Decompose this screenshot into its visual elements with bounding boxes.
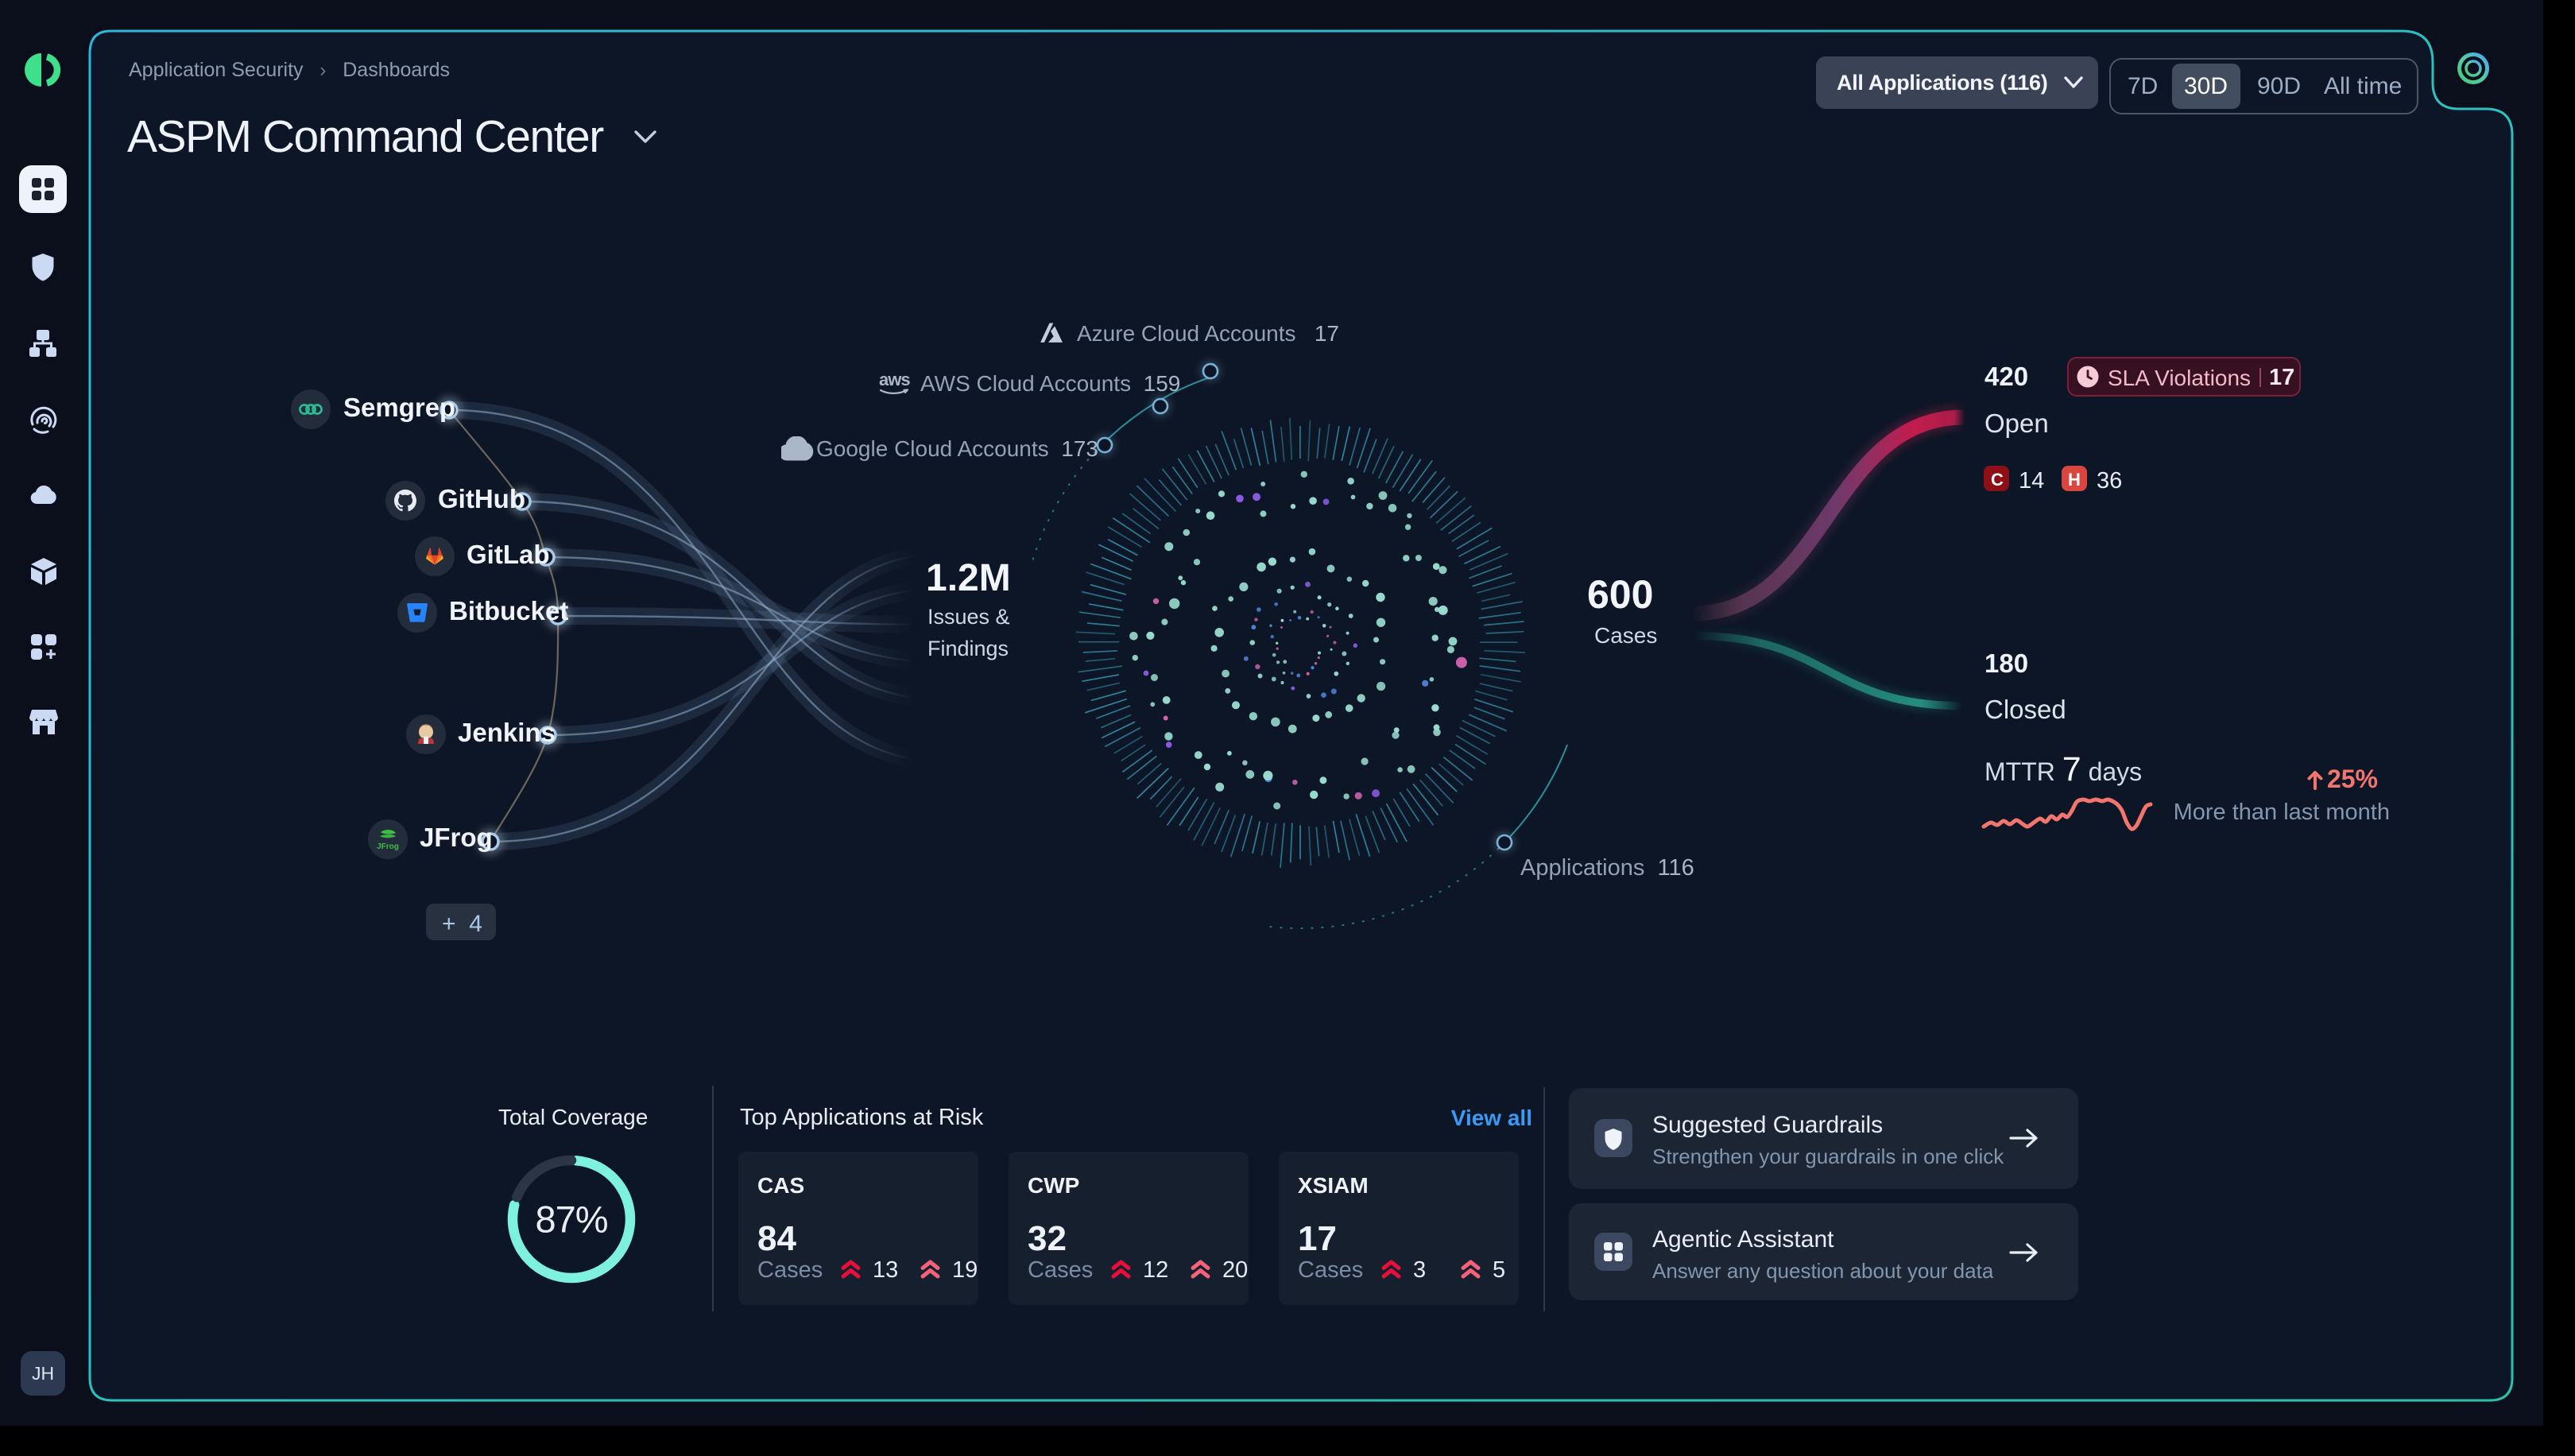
svg-text:aws: aws [879, 370, 910, 389]
svg-text:JH: JH [32, 1363, 54, 1384]
svg-text:JFrog: JFrog [377, 842, 399, 851]
